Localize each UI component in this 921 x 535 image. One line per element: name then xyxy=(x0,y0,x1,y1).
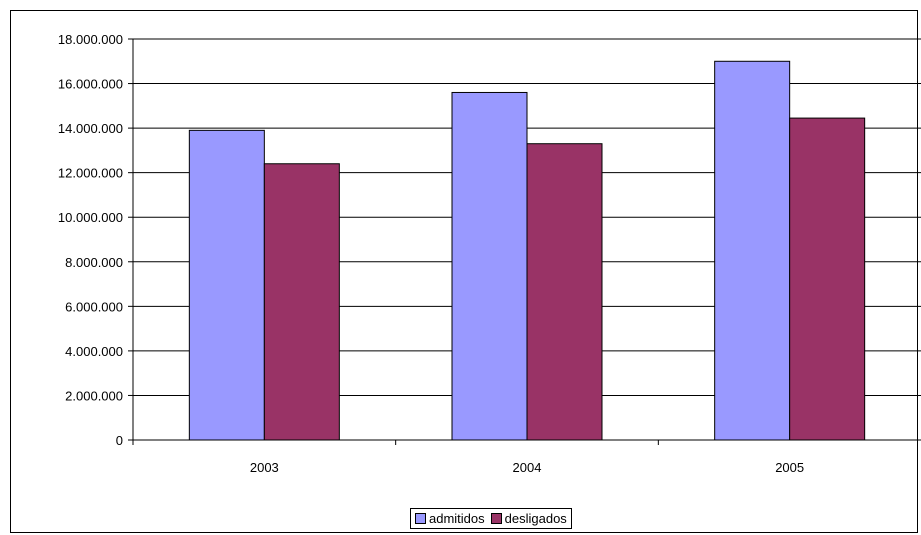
y-tick-label: 14.000.000 xyxy=(58,121,123,136)
y-tick-label: 12.000.000 xyxy=(58,166,123,181)
bar-desligados-2004 xyxy=(526,143,603,441)
y-tick-label: 8.000.000 xyxy=(65,255,123,270)
y-tick-label: 6.000.000 xyxy=(65,299,123,314)
bar-desligados-2005 xyxy=(789,117,866,441)
y-tick-label: 4.000.000 xyxy=(65,344,123,359)
bar-admitidos-2005 xyxy=(714,60,791,441)
y-tick-label: 18.000.000 xyxy=(58,32,123,47)
y-tick-label: 2.000.000 xyxy=(65,388,123,403)
y-tick-label: 0 xyxy=(116,433,123,448)
bar-admitidos-2004 xyxy=(451,91,528,441)
bar-admitidos-2003 xyxy=(188,129,265,441)
x-tick-label: 2004 xyxy=(513,460,542,475)
legend-label-desligados: desligados xyxy=(504,511,567,526)
chart-frame xyxy=(10,10,918,533)
bar-desligados-2003 xyxy=(263,163,340,441)
legend-item-admitidos: admitidos xyxy=(415,511,485,526)
y-tick-label: 16.000.000 xyxy=(58,77,123,92)
legend-item-desligados: desligados xyxy=(490,511,567,526)
y-tick-label: 10.000.000 xyxy=(58,210,123,225)
legend: admitidos desligados xyxy=(410,508,572,529)
legend-swatch-desligados xyxy=(490,513,502,524)
legend-label-admitidos: admitidos xyxy=(429,511,485,526)
x-tick-label: 2003 xyxy=(250,460,279,475)
legend-swatch-admitidos xyxy=(415,513,426,524)
x-tick-label: 2005 xyxy=(775,460,804,475)
